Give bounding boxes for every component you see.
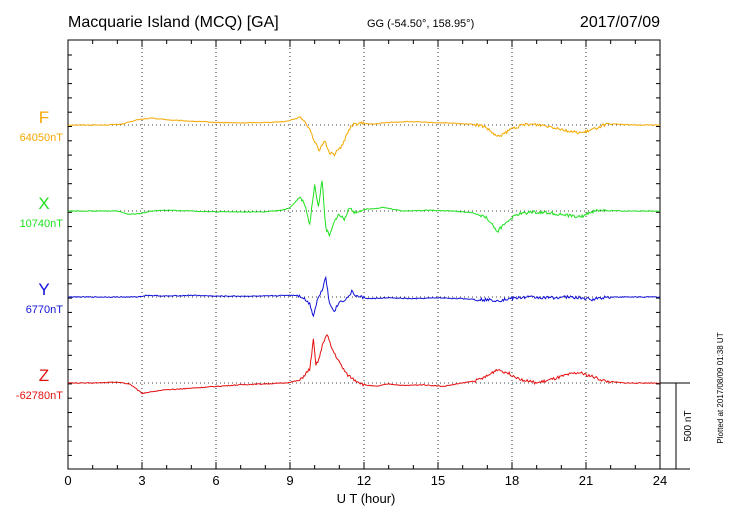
- scale-bar: 500 nT: [660, 382, 694, 470]
- x-tick-label: 9: [286, 473, 293, 488]
- traces: [67, 116, 661, 395]
- x-tick-label: 12: [357, 473, 371, 488]
- x-tick-label: 3: [138, 473, 145, 488]
- series-name-z: Z: [39, 366, 49, 385]
- series-baseline-f: 64050nT: [20, 132, 64, 144]
- series-line-x: [68, 180, 661, 238]
- plot-date: 2017/07/09: [580, 14, 660, 31]
- station-title: Macquarie Island (MCQ) [GA]: [68, 14, 279, 31]
- scale-bar-label: 500 nT: [683, 410, 694, 441]
- x-tick-label: 18: [505, 473, 519, 488]
- series-line-y: [67, 275, 661, 318]
- station-coords: GG (-54.50°, 158.95°): [367, 18, 474, 30]
- series-line-z: [67, 334, 661, 395]
- series-name-f: F: [39, 108, 49, 127]
- series-name-y: Y: [38, 280, 49, 299]
- series-baseline-x: 10740nT: [20, 218, 64, 230]
- series-labels: F 64050nT X 10740nT Y 6770nT Z -62780nT: [16, 108, 63, 402]
- x-tick-label: 0: [64, 473, 71, 488]
- x-axis: 0 3 6 9 12 15 18 21 24: [64, 40, 667, 488]
- plotted-timestamp: Plotted at 2017/08/09 01:38 UT: [716, 332, 725, 443]
- series-baseline-y: 6770nT: [26, 304, 64, 316]
- series-line-f: [67, 116, 661, 157]
- x-tick-label: 15: [431, 473, 445, 488]
- grid: [68, 40, 660, 469]
- x-axis-label: U T (hour): [337, 491, 396, 506]
- x-tick-label: 24: [653, 473, 667, 488]
- x-tick-label: 6: [212, 473, 219, 488]
- series-name-x: X: [38, 194, 49, 213]
- x-tick-label: 21: [579, 473, 593, 488]
- series-baseline-z: -62780nT: [16, 390, 63, 402]
